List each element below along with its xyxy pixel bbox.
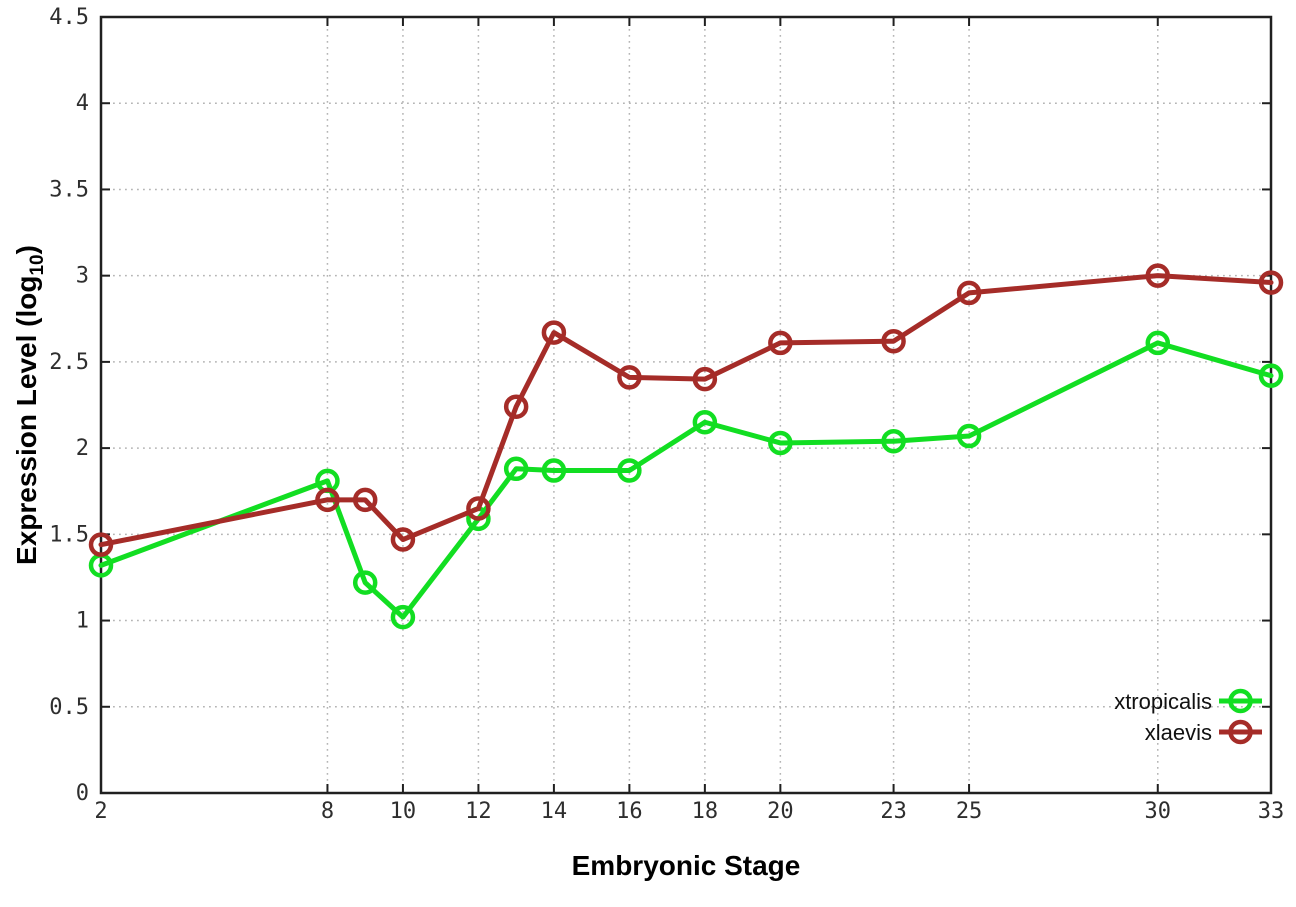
x-tick-label: 20: [767, 799, 794, 824]
x-tick-label: 8: [321, 799, 334, 824]
x-axis-title: Embryonic Stage: [571, 850, 801, 881]
x-tick-label: 16: [616, 799, 643, 824]
x-tick-label: 25: [956, 799, 983, 824]
y-tick-label: 4.5: [49, 5, 89, 30]
x-tick-label: 2: [94, 799, 107, 824]
data-point-xlaevis: [956, 280, 982, 306]
y-tick-label: 3.5: [49, 177, 89, 202]
data-point-xtropicalis: [1145, 330, 1171, 356]
data-point-xtropicalis: [617, 458, 642, 483]
data-point-xlaevis: [1145, 263, 1171, 288]
legend-label-xtropicalis: xtropicalis: [1114, 689, 1212, 714]
x-tick-label: 18: [692, 799, 719, 824]
data-point-xlaevis: [315, 487, 340, 513]
legend-label-xlaevis: xlaevis: [1145, 720, 1212, 745]
y-axis-title: Expression Level (log10): [11, 245, 49, 565]
data-point-xlaevis: [692, 366, 718, 392]
y-tick-label: 0.5: [49, 695, 89, 720]
data-point-xlaevis: [1258, 270, 1284, 295]
series-line-xlaevis: [98, 273, 1274, 548]
x-tick-label: 33: [1258, 799, 1285, 824]
data-point-xlaevis: [768, 330, 793, 356]
y-axis-title-text: Expression Level (log: [11, 275, 43, 565]
data-point-xtropicalis: [390, 604, 416, 630]
y-tick-label: 1: [76, 609, 89, 634]
plot-border: [99, 15, 1273, 795]
y-axis-title-close: ): [11, 245, 43, 255]
data-point-xtropicalis: [541, 458, 567, 483]
y-tick-label: 2.5: [49, 350, 89, 375]
y-tick-label: 2: [76, 436, 89, 461]
x-tick-label: 14: [541, 799, 568, 824]
y-tick-label: 1.5: [49, 522, 89, 547]
series-line-xtropicalis: [98, 340, 1274, 620]
data-point-xlaevis: [88, 532, 114, 557]
x-tick-label: 10: [390, 799, 417, 824]
legend-marker-xlaevis: [1228, 719, 1253, 745]
data-point-xtropicalis: [503, 456, 529, 482]
y-tick-label: 0: [76, 781, 89, 806]
data-point-xlaevis: [541, 320, 567, 345]
x-tick-label: 12: [465, 799, 492, 824]
data-point-xtropicalis: [956, 423, 982, 449]
data-point-xlaevis: [466, 496, 491, 521]
data-point-xtropicalis: [768, 430, 793, 456]
y-axis-title-subscript: 10: [26, 254, 48, 276]
data-point-xlaevis: [503, 394, 529, 419]
x-tick-label: 23: [880, 799, 907, 824]
data-point-xtropicalis: [352, 570, 378, 595]
data-point-xtropicalis: [692, 409, 718, 435]
legend-marker-xtropicalis: [1228, 688, 1253, 714]
data-point-xlaevis: [881, 328, 906, 354]
data-point-xlaevis: [617, 365, 642, 390]
x-tick-label: 30: [1145, 799, 1172, 824]
data-point-xlaevis: [390, 527, 416, 552]
y-tick-label: 4: [76, 91, 89, 116]
y-tick-label: 3: [76, 264, 89, 289]
data-point-xtropicalis: [1258, 363, 1284, 388]
data-point-xtropicalis: [881, 428, 906, 454]
data-point-xlaevis: [352, 487, 378, 513]
